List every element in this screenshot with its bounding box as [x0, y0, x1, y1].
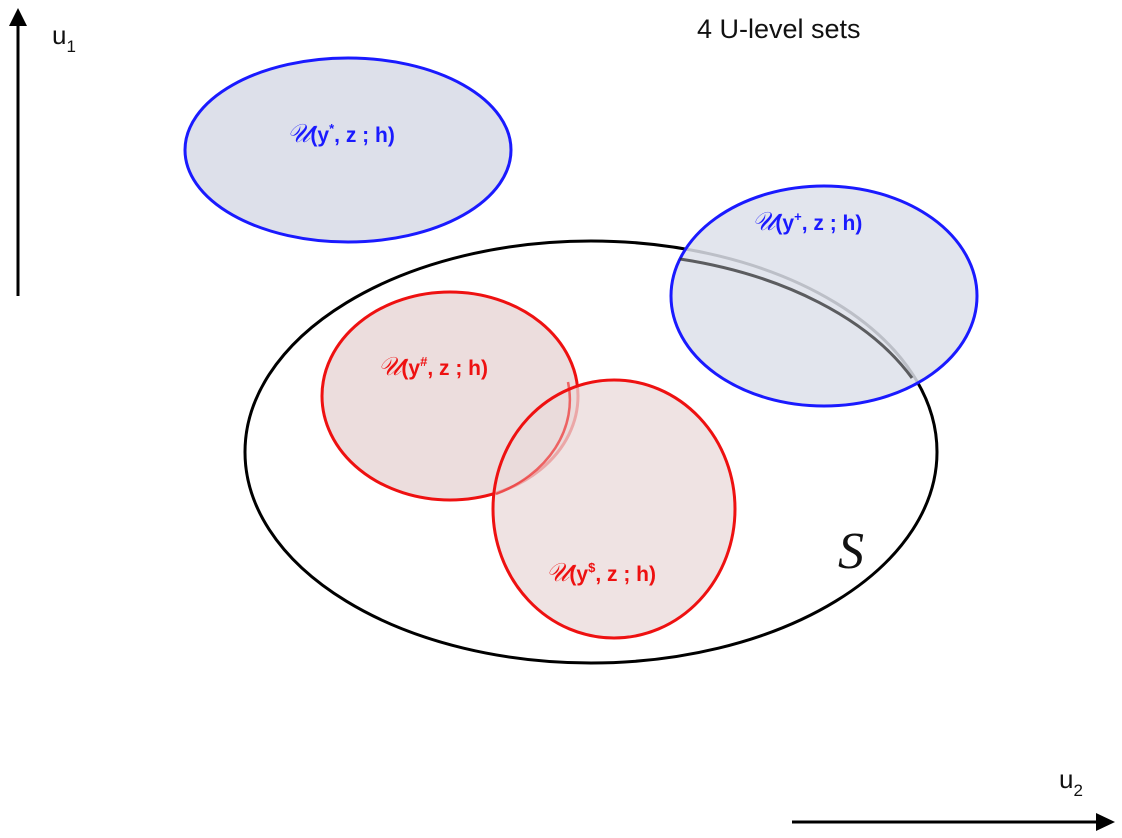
level-set-y-star-label: 𝒰(y*, z ; h)	[287, 119, 395, 149]
u2-arrowhead	[1096, 813, 1115, 831]
level-set-y-plus-label: 𝒰(y+, z ; h)	[752, 207, 862, 237]
region-s-label: S	[838, 523, 864, 580]
level-set-y-star	[183, 56, 513, 244]
region-s-ellipse	[243, 239, 939, 665]
level-set-y-hash-overlap-arc	[495, 381, 572, 496]
u1-arrowhead	[9, 8, 27, 26]
u2-axis-label: u2	[1059, 764, 1083, 800]
u1-axis-label: u1	[52, 20, 76, 56]
level-set-y-dollar-label: 𝒰(y$, z ; h)	[546, 558, 656, 588]
level-set-y-hash-label: 𝒰(y#, z ; h)	[378, 352, 488, 382]
level-set-y-plus	[669, 184, 979, 408]
diagram-title: 4 U-level sets	[697, 14, 861, 44]
level-set-y-dollar	[491, 378, 737, 640]
region-s-boundary-overlap	[679, 257, 914, 379]
